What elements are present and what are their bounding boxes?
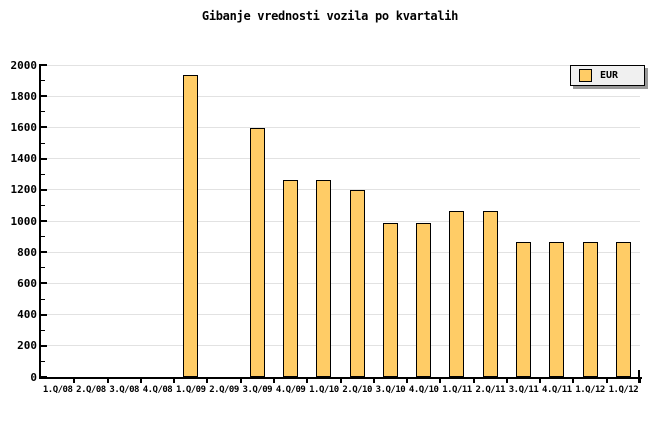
x-axis-tick (73, 379, 76, 383)
x-axis-tick-label: 1.Q/10 (309, 385, 339, 395)
bar (249, 128, 265, 377)
y-axis-minor-tick (41, 142, 45, 144)
y-axis-tick (41, 282, 47, 285)
y-axis-tick-label: 1200 (10, 183, 38, 197)
y-axis-tick (41, 126, 47, 129)
x-axis-tick-label: 1.Q/09 (175, 385, 206, 395)
x-axis-tick (572, 379, 575, 383)
y-axis-minor-tick (41, 360, 45, 362)
gridline (41, 64, 640, 66)
bar (183, 75, 199, 377)
legend-label: EUR (600, 70, 619, 81)
x-axis-tick-label: 3.Q/11 (508, 385, 539, 395)
x-axis-tick (505, 379, 508, 383)
y-axis-minor-tick (41, 80, 45, 82)
y-axis-tick-label: 400 (17, 308, 37, 322)
y-axis-minor-tick (41, 298, 45, 300)
x-axis-tick (306, 379, 309, 383)
bar (416, 222, 432, 377)
bar (449, 210, 465, 377)
x-axis-tick (539, 379, 542, 383)
bar (283, 179, 299, 377)
x-axis-tick (472, 379, 475, 383)
gridline (41, 220, 640, 222)
y-axis-tick (41, 376, 47, 378)
x-axis-tick-label: 2.Q/09 (209, 385, 239, 395)
x-axis-tick (639, 379, 641, 383)
x-axis-tick-label: 1.Q/11 (442, 385, 472, 395)
y-axis-minor-tick (41, 173, 45, 175)
gridline (41, 95, 640, 97)
y-axis-tick-label: 800 (17, 245, 37, 259)
x-axis-tick (106, 379, 109, 383)
y-axis-tick-label: 2000 (10, 58, 38, 72)
y-axis-line (39, 64, 41, 379)
y-axis-tick-label: 1400 (10, 152, 38, 166)
y-axis-tick-label: 0 (30, 370, 37, 384)
bar (615, 242, 631, 377)
x-axis-tick (206, 379, 209, 383)
x-axis-line (39, 377, 642, 379)
x-axis-tick (239, 379, 242, 383)
y-axis-minor-tick (41, 236, 45, 238)
y-axis-tick (41, 313, 47, 316)
x-axis-end-tick (638, 370, 640, 383)
y-axis-tick (41, 95, 47, 98)
bar (349, 189, 365, 377)
gridline (41, 251, 640, 253)
y-axis-tick-label: 1000 (10, 214, 38, 228)
y-axis-tick (41, 64, 47, 66)
y-axis-tick (41, 188, 47, 191)
x-axis-tick (372, 379, 375, 383)
y-axis-minor-tick (41, 267, 45, 269)
legend: EUR (570, 65, 645, 86)
bar (482, 210, 498, 377)
x-axis-tick (272, 379, 275, 383)
x-axis-tick-label: 3.Q/08 (109, 385, 139, 395)
x-axis-tick (173, 379, 176, 383)
y-axis-tick-label: 1600 (10, 120, 38, 134)
y-axis-tick (41, 344, 47, 347)
bar (549, 242, 565, 377)
bar (582, 242, 598, 377)
gridline (41, 158, 640, 160)
gridline (41, 314, 640, 316)
x-axis-tick-label: 4.Q/09 (275, 385, 306, 395)
x-axis-tick-label: 1.Q/12 (575, 385, 605, 395)
x-axis-tick-label: 4.Q/08 (142, 385, 173, 395)
bar (316, 179, 332, 377)
y-axis-tick (41, 251, 47, 254)
y-axis-tick-label: 600 (17, 276, 37, 290)
gridline (41, 189, 640, 191)
gridline (41, 282, 640, 284)
legend-swatch (579, 69, 592, 82)
x-axis-tick-label: 3.Q/09 (242, 385, 273, 395)
bar (516, 242, 532, 377)
y-axis-tick-label: 200 (17, 339, 37, 353)
gridline (41, 126, 640, 128)
plot-area: 0 200 400 600 800 1000 1200 1400 1600 1800 2000 1.Q… (11, 59, 642, 395)
x-axis-tick-label: 2.Q/11 (475, 385, 506, 395)
y-axis-minor-tick (41, 329, 45, 331)
x-axis-tick-label: 3.Q/10 (375, 385, 406, 395)
y-axis-tick (41, 157, 47, 160)
x-axis-tick (139, 379, 142, 383)
x-axis-tick (406, 379, 409, 383)
gridline (41, 345, 640, 347)
y-axis-minor-tick (41, 111, 45, 113)
y-axis-minor-tick (41, 204, 45, 206)
x-axis-tick-label: 2.Q/10 (342, 385, 372, 395)
x-axis-tick (605, 379, 608, 383)
chart-title: Gibanje vrednosti vozila po kvartalih (201, 9, 459, 23)
y-axis-tick (41, 220, 47, 222)
x-axis-tick-label: 4.Q/11 (542, 385, 572, 395)
x-axis-tick (439, 379, 442, 383)
x-axis-tick-label: 1.Q/12 (608, 385, 639, 395)
x-axis-tick-label: 1.Q/08 (42, 385, 73, 395)
y-axis-tick-label: 1800 (10, 89, 38, 103)
x-axis-tick (339, 379, 342, 383)
x-axis-tick-label: 4.Q/10 (408, 385, 439, 395)
x-axis-tick-label: 2.Q/08 (76, 385, 106, 395)
bar (382, 222, 398, 377)
